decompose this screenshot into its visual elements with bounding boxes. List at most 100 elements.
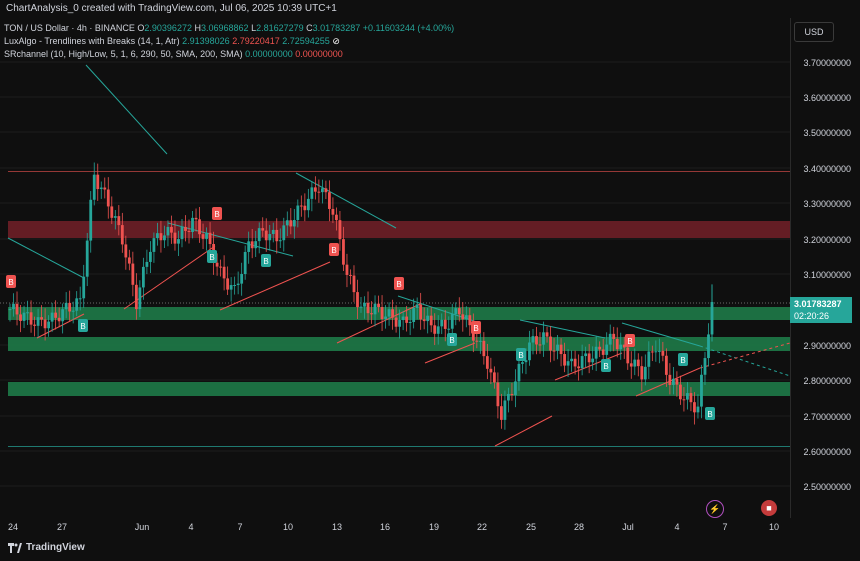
candle-body <box>335 214 338 221</box>
price-chart[interactable]: B B B B B B B B B B B B B B <box>0 18 790 518</box>
candle-body <box>563 354 566 366</box>
candle-body <box>331 208 335 215</box>
candle-body <box>710 302 714 335</box>
tradingview-brand[interactable]: TradingView <box>8 542 85 553</box>
candle-body <box>373 303 377 315</box>
candle-body <box>408 322 412 324</box>
candle-body <box>443 319 447 329</box>
trendline-up <box>219 261 331 311</box>
candle-body <box>405 316 409 323</box>
candle-body <box>317 191 321 193</box>
hidden-icon[interactable]: ⊘ <box>332 36 340 46</box>
candle-body <box>461 314 465 320</box>
legend-luxalgo-row[interactable]: LuxAlgo - Trendlines with Breaks (14, 1,… <box>4 35 454 48</box>
candle-body <box>447 328 451 330</box>
candle-body <box>233 284 237 286</box>
luxalgo-value-2: 2.79220417 <box>232 36 280 46</box>
price-tick: 2.50000000 <box>803 482 851 492</box>
candle-body <box>570 358 573 362</box>
candle-body <box>82 276 86 299</box>
price-tick: 2.70000000 <box>803 412 851 422</box>
last-price-label: 3.01783287 02:20:26 <box>790 297 852 323</box>
legend-srchannel-row[interactable]: SRchannel (10, High/Low, 5, 1, 6, 290, 5… <box>4 48 454 61</box>
luxalgo-label[interactable]: LuxAlgo - Trendlines with Breaks (14, 1,… <box>4 36 180 46</box>
candle-body <box>696 406 700 413</box>
candle-body <box>545 332 549 337</box>
candle-body <box>8 309 12 311</box>
legend-symbol-row[interactable]: TON / US Dollar · 4h · BINANCE O2.903962… <box>4 22 454 35</box>
buy-marker: B <box>261 254 271 267</box>
candle-body <box>282 225 286 241</box>
time-tick: 4 <box>188 522 194 532</box>
candle-body <box>675 378 679 385</box>
candle-body <box>57 317 61 322</box>
time-tick: 13 <box>331 522 343 532</box>
candle-body <box>345 264 349 275</box>
svg-text:B: B <box>209 253 214 262</box>
candle-body <box>289 220 293 227</box>
candle-body <box>475 340 479 342</box>
support-zone-2 <box>8 337 790 351</box>
candle-body <box>127 257 131 264</box>
candle-body <box>703 358 707 375</box>
candle-body <box>117 216 121 226</box>
candle-body <box>19 314 22 321</box>
candle-body <box>145 261 149 267</box>
time-tick: 7 <box>722 522 728 532</box>
svg-text:B: B <box>627 337 632 346</box>
candle-body <box>328 192 331 209</box>
srchannel-label[interactable]: SRchannel (10, High/Low, 5, 1, 6, 290, 5… <box>4 49 243 59</box>
open-value: 2.90396272 <box>144 23 192 33</box>
candle-body <box>503 400 507 420</box>
buy-marker: B <box>207 250 217 263</box>
candle-body <box>612 333 616 339</box>
candle-body <box>131 263 135 285</box>
candle-body <box>528 342 531 361</box>
candle-body <box>514 381 517 396</box>
time-tick: 27 <box>56 522 68 532</box>
candle-body <box>47 321 51 329</box>
brand-text: TradingView <box>26 542 85 553</box>
resistance-line-top <box>8 171 790 172</box>
grid-lines <box>0 61 790 487</box>
price-tick: 3.60000000 <box>803 93 851 103</box>
buy-marker: B <box>78 319 88 332</box>
candle-body <box>636 359 640 367</box>
svg-text:B: B <box>8 278 13 287</box>
candle-body <box>78 298 82 300</box>
time-axis[interactable]: 24 27 Jun 4 7 10 13 16 19 22 25 28 Jul 4… <box>0 518 790 534</box>
time-tick: 22 <box>476 522 488 532</box>
currency-button[interactable]: USD <box>794 22 834 42</box>
candlesticks <box>8 162 714 430</box>
flag-icon[interactable]: ■ <box>761 500 777 516</box>
candle-body <box>500 406 503 420</box>
candle-body <box>535 336 538 345</box>
candle-body <box>584 353 588 357</box>
candle-body <box>668 374 672 385</box>
svg-text:B: B <box>603 362 608 371</box>
candle-body <box>299 205 303 207</box>
candle-body <box>485 356 489 369</box>
candle-body <box>549 336 552 351</box>
candle-body <box>573 358 577 367</box>
price-axis[interactable]: 3.70000000 3.60000000 3.50000000 3.40000… <box>790 18 860 518</box>
candle-body <box>450 314 454 329</box>
candle-body <box>419 304 423 320</box>
sell-marker: B <box>212 207 222 220</box>
candle-body <box>380 307 384 320</box>
candle-body <box>205 232 208 239</box>
candle-body <box>366 302 370 314</box>
time-tick: 10 <box>282 522 294 532</box>
candle-body <box>110 206 114 218</box>
candle-body <box>201 234 205 239</box>
candle-body <box>689 393 693 403</box>
trendline-down <box>621 322 701 347</box>
lightning-icon[interactable]: ⚡ <box>706 500 724 518</box>
candle-body <box>208 232 212 245</box>
candle-body <box>633 359 637 367</box>
candle-body <box>622 344 626 348</box>
symbol-label[interactable]: TON / US Dollar · 4h · BINANCE <box>4 23 135 33</box>
candle-body <box>89 199 93 241</box>
candle-body <box>75 298 79 311</box>
candle-body <box>156 233 159 239</box>
